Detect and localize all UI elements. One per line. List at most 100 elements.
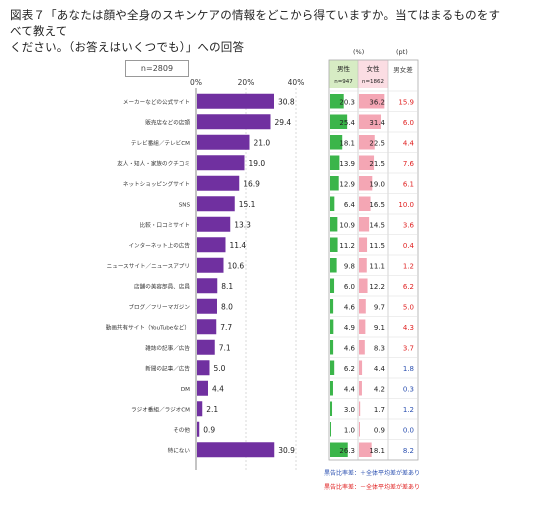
male-value: 4.6 (344, 344, 356, 352)
female-value: 11.1 (369, 262, 385, 270)
diff-value: 0.0 (403, 426, 414, 434)
diff-value: 6.1 (403, 180, 414, 188)
diff-value: 3.6 (403, 221, 415, 229)
female-value: 9.1 (374, 324, 385, 332)
bar (197, 196, 235, 212)
male-value: 4.4 (344, 385, 356, 393)
male-value: 12.9 (339, 180, 355, 188)
bar-value-label: 8.0 (221, 302, 233, 311)
sample-size-box: n=2809 (125, 60, 189, 77)
male-mini-bar (330, 176, 339, 191)
category-label: SNS (179, 202, 191, 208)
male-mini-bar (330, 360, 335, 375)
diff-value: 15.9 (398, 98, 414, 106)
bar-value-label: 7.1 (219, 343, 231, 352)
diff-value: 5.0 (403, 303, 414, 311)
male-value: 10.9 (339, 221, 355, 229)
category-label: ラジオ番組／ラジオCM (131, 405, 190, 413)
x-tick-label: 0% (190, 78, 202, 87)
female-mini-bar (359, 94, 385, 109)
female-value: 0.9 (374, 426, 385, 434)
bar-value-label: 21.0 (254, 138, 271, 147)
female-mini-bar (359, 442, 372, 457)
category-label: 店舗の美容部員、店員 (134, 282, 190, 290)
bar (197, 339, 215, 355)
female-mini-bar (359, 381, 362, 396)
female-value: 19.0 (369, 180, 385, 188)
female-value: 16.5 (369, 201, 385, 209)
x-tick-label: 20% (238, 78, 255, 87)
bar-value-label: 15.1 (239, 200, 256, 209)
diff-value: 7.6 (403, 160, 415, 168)
category-label: ブログ／フリーマガジン (128, 303, 190, 311)
category-label: メーカーなどの公式サイト (123, 98, 190, 106)
category-label: 販売店などの店頭 (145, 118, 190, 126)
category-label: 雑誌の記事／広告 (145, 344, 190, 352)
bar-value-label: 10.6 (228, 261, 245, 270)
bar (197, 360, 210, 376)
bar-value-label: 0.9 (203, 425, 215, 434)
female-n: n=1862 (362, 79, 384, 85)
male-mini-bar (330, 258, 337, 273)
female-mini-bar (359, 340, 365, 355)
category-label: 友人・知人・家族のクチコミ (117, 159, 190, 167)
bar-value-label: 16.9 (243, 179, 260, 188)
bar (197, 93, 274, 109)
diff-value: 0.4 (403, 242, 415, 250)
male-mini-bar (330, 299, 334, 314)
female-mini-bar (359, 237, 368, 252)
female-mini-bar (359, 299, 366, 314)
bar-value-label: 7.7 (220, 323, 232, 332)
female-value: 22.5 (369, 139, 385, 147)
female-mini-bar (359, 319, 366, 334)
male-value: 4.6 (344, 303, 356, 311)
category-label: 新聞の記事／広告 (145, 364, 190, 372)
female-mini-bar (359, 135, 375, 150)
diff-value: 10.0 (398, 201, 414, 209)
female-mini-bar (359, 278, 368, 293)
male-value: 4.9 (344, 324, 355, 332)
diff-value: 0.3 (403, 385, 414, 393)
male-value: 13.9 (339, 160, 355, 168)
bar-value-label: 13.3 (234, 220, 251, 229)
bar (197, 175, 240, 191)
bar (197, 134, 250, 150)
diff-value: 1.2 (403, 262, 414, 270)
category-label: 比較・口コミサイト (140, 221, 190, 229)
male-value: 3.0 (344, 406, 355, 414)
male-mini-bar (330, 422, 331, 437)
bar (197, 257, 224, 273)
male-value: 6.2 (344, 365, 355, 373)
diff-value: 6.0 (403, 119, 414, 127)
male-mini-bar (330, 114, 348, 129)
x-tick-label: 40% (288, 78, 305, 87)
male-header: 男性 (337, 64, 351, 73)
bar (197, 237, 226, 253)
diff-value: 1.2 (403, 406, 414, 414)
male-value: 25.4 (339, 119, 355, 127)
male-mini-bar (330, 442, 348, 457)
diff-value: 8.2 (403, 447, 414, 455)
diff-header-bg (388, 60, 418, 88)
female-value: 8.3 (374, 344, 385, 352)
title-line-2: ください。（お答えはいくつでも）」への回答 (10, 40, 245, 54)
category-label: ネットショッピングサイト (123, 180, 190, 188)
female-mini-bar (359, 196, 371, 211)
male-mini-bar (330, 135, 343, 150)
female-value: 14.5 (369, 221, 385, 229)
bar-value-label: 4.4 (212, 384, 224, 393)
bar-value-label: 5.0 (214, 364, 226, 373)
male-mini-bar (330, 217, 338, 232)
chart-title: 図表７「あなたは顔や全身のスキンケアの情報をどこから得ていますか。当てはまるもの… (10, 7, 510, 55)
bar (197, 216, 231, 232)
male-value: 9.8 (344, 262, 355, 270)
category-label: ニュースサイト／ニュースアプリ (107, 263, 190, 270)
female-value: 4.4 (374, 365, 386, 373)
female-mini-bar (359, 258, 367, 273)
bar-value-label: 30.9 (278, 446, 295, 455)
category-label: DM (181, 387, 190, 393)
bar (197, 442, 275, 458)
diff-value: 3.7 (403, 344, 414, 352)
male-header-bg (329, 60, 358, 88)
